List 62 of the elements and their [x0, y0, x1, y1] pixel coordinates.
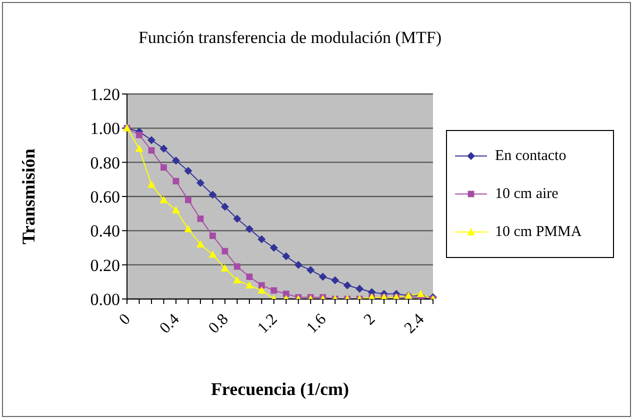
point: [258, 286, 266, 294]
point: [172, 156, 180, 165]
point: [184, 224, 192, 232]
x-tick-label: 2.4: [401, 310, 428, 337]
point: [160, 144, 168, 153]
point: [245, 224, 254, 233]
point: [135, 144, 144, 152]
legend-label: 10 cm aire: [495, 186, 558, 202]
point: [172, 178, 180, 184]
y-tick-label: 0.20: [90, 256, 120, 275]
point: [184, 166, 192, 175]
legend-label: En contacto: [495, 148, 566, 164]
point: [331, 276, 340, 284]
point: [343, 281, 352, 290]
y-tick-label: 1.00: [90, 119, 120, 138]
point: [233, 276, 242, 284]
point: [356, 284, 364, 293]
x-tick-label: 0.4: [156, 310, 183, 337]
point: [185, 196, 192, 204]
point: [234, 263, 240, 270]
point: [258, 235, 266, 244]
y-tick-label: 1.20: [90, 85, 120, 104]
x-tick-label: 1.2: [254, 310, 281, 337]
point: [148, 147, 155, 154]
point: [147, 180, 156, 188]
point: [245, 281, 254, 289]
point: [136, 132, 142, 138]
point: [208, 250, 217, 258]
point: [196, 178, 204, 187]
point: [282, 252, 290, 260]
point: [220, 202, 229, 211]
point: [233, 214, 242, 223]
point: [318, 272, 327, 281]
point: [220, 264, 229, 272]
point: [147, 136, 156, 144]
point: [282, 290, 290, 298]
point: [306, 266, 315, 274]
point: [196, 240, 204, 248]
point: [172, 206, 180, 214]
y-tick-label: 0.40: [90, 222, 120, 241]
y-axis-title: Transmisión: [18, 148, 38, 244]
point: [294, 260, 302, 269]
y-tick-label: 0.80: [90, 153, 120, 172]
x-tick-label: 0: [116, 310, 134, 328]
point: [208, 190, 217, 199]
x-tick-label: 2: [360, 310, 379, 328]
y-tick-label: 0.60: [90, 188, 120, 207]
point: [160, 196, 168, 204]
x-tick-label: 0.8: [206, 310, 232, 337]
point: [270, 287, 278, 294]
point: [222, 248, 228, 254]
point: [258, 282, 265, 289]
y-tick-label: 0.00: [90, 290, 120, 310]
point: [246, 274, 253, 280]
chart-title: Función transferencia de modulación (MTF): [137, 28, 443, 48]
legend-label: 10 cm PMMA: [495, 224, 582, 240]
point: [209, 232, 216, 239]
x-axis-title: Frecuencia (1/cm): [210, 379, 350, 399]
point: [197, 216, 204, 222]
point: [270, 244, 278, 252]
x-tick-label: 1.6: [304, 310, 330, 337]
point: [160, 164, 167, 171]
